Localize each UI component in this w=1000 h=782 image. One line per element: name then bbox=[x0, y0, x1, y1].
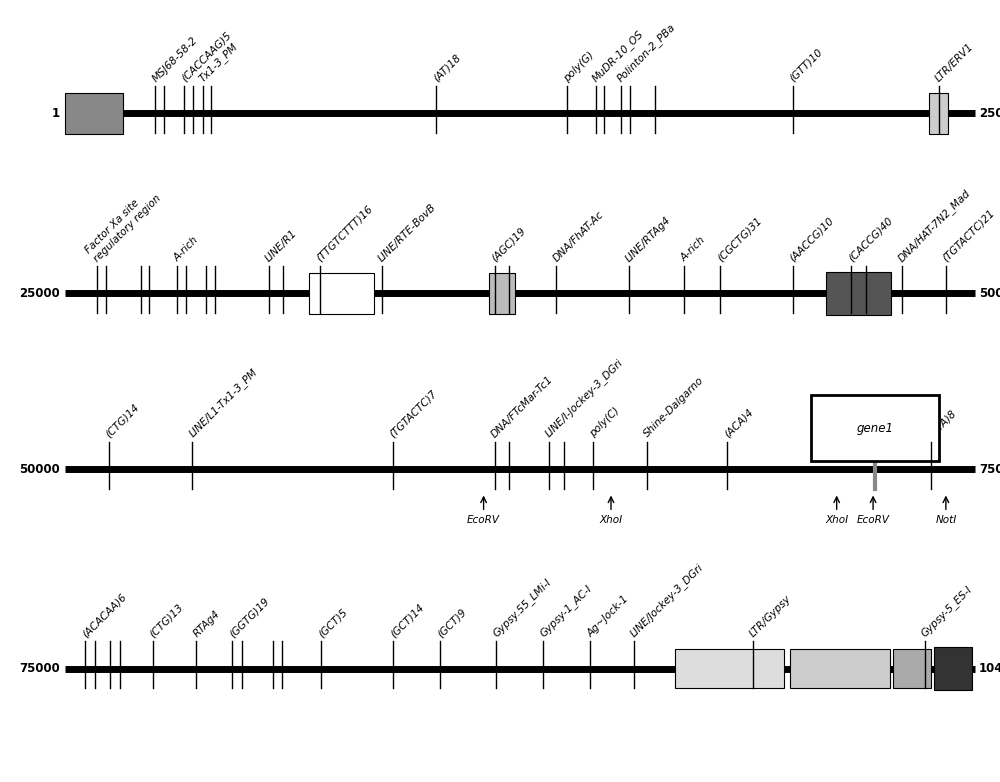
Text: Gypsy-1_AC-I: Gypsy-1_AC-I bbox=[538, 583, 594, 639]
Text: 75000: 75000 bbox=[979, 463, 1000, 475]
Text: (CACCAAG)5: (CACCAAG)5 bbox=[179, 30, 233, 84]
Text: 50000: 50000 bbox=[19, 463, 60, 475]
Text: 50000: 50000 bbox=[979, 287, 1000, 300]
Bar bbox=[489, 273, 515, 314]
Text: A-rich: A-rich bbox=[679, 235, 707, 264]
Text: (GCT)5: (GCT)5 bbox=[316, 606, 349, 639]
Text: XhoI: XhoI bbox=[825, 515, 848, 525]
Text: EcoRV: EcoRV bbox=[467, 515, 500, 525]
Text: (CGCTG)31: (CGCTG)31 bbox=[715, 215, 763, 264]
Text: (TGTACTC)7: (TGTACTC)7 bbox=[388, 389, 439, 439]
Text: (ACA)4: (ACA)4 bbox=[722, 407, 755, 439]
Text: Ag~Jock-1: Ag~Jock-1 bbox=[585, 594, 630, 639]
Bar bbox=[929, 93, 948, 134]
Text: MSJ68-58-2: MSJ68-58-2 bbox=[150, 34, 199, 84]
Text: (GCT)14: (GCT)14 bbox=[388, 601, 426, 639]
Text: LTR/ERV1: LTR/ERV1 bbox=[934, 41, 976, 84]
Bar bbox=[934, 647, 972, 691]
Bar bbox=[790, 649, 890, 688]
Text: DNA/FhAT-Ac: DNA/FhAT-Ac bbox=[551, 209, 606, 264]
Text: (GTT)10: (GTT)10 bbox=[788, 47, 825, 84]
Text: 1: 1 bbox=[52, 107, 60, 120]
Text: LINE/RTAg4: LINE/RTAg4 bbox=[624, 214, 673, 264]
Text: Tx1-3_PM: Tx1-3_PM bbox=[197, 41, 240, 84]
Text: EcoRV: EcoRV bbox=[857, 515, 890, 525]
Text: (CTG)14: (CTG)14 bbox=[104, 402, 141, 439]
Text: MuDR-10_OS: MuDR-10_OS bbox=[590, 28, 646, 84]
Text: (CTG)13: (CTG)13 bbox=[147, 601, 185, 639]
Text: poly(G): poly(G) bbox=[562, 50, 596, 84]
Text: LTR/Gypsy: LTR/Gypsy bbox=[748, 594, 793, 639]
Text: (TGTACTC)21: (TGTACTC)21 bbox=[941, 208, 997, 264]
Bar bbox=[675, 649, 784, 688]
Text: (CTA)8: (CTA)8 bbox=[926, 408, 958, 439]
Text: LINE/Jockey-3_DGri: LINE/Jockey-3_DGri bbox=[628, 561, 706, 639]
Text: (GGTG)19: (GGTG)19 bbox=[227, 595, 271, 639]
Text: (ACACAA)6: (ACACAA)6 bbox=[80, 591, 128, 639]
Text: (AGC)19: (AGC)19 bbox=[489, 226, 527, 264]
Text: 104111: 104111 bbox=[979, 662, 1000, 675]
Bar bbox=[811, 395, 939, 461]
Text: XhoI: XhoI bbox=[599, 515, 623, 525]
Text: RTAg4: RTAg4 bbox=[191, 608, 222, 639]
Text: 25000: 25000 bbox=[19, 287, 60, 300]
Text: Gypsy-5_ES-I: Gypsy-5_ES-I bbox=[919, 583, 974, 639]
Bar bbox=[893, 649, 931, 688]
Text: 25000: 25000 bbox=[979, 107, 1000, 120]
Text: LINE/R1: LINE/R1 bbox=[264, 228, 299, 264]
Text: (TTGTCTTT)16: (TTGTCTTT)16 bbox=[315, 203, 375, 264]
Text: DNA/FTcMar-Tc1: DNA/FTcMar-Tc1 bbox=[489, 374, 555, 439]
Bar bbox=[309, 273, 374, 314]
Bar bbox=[65, 93, 123, 134]
Text: 75000: 75000 bbox=[19, 662, 60, 675]
Text: (AT)18: (AT)18 bbox=[431, 52, 462, 84]
Text: LINE/RTE-BovB: LINE/RTE-BovB bbox=[377, 202, 438, 264]
Text: LINE/L1-Tx1-3_PM: LINE/L1-Tx1-3_PM bbox=[187, 367, 259, 439]
Text: gene1: gene1 bbox=[856, 421, 893, 435]
Text: Gypsy.55_LMi-I: Gypsy.55_LMi-I bbox=[491, 576, 553, 639]
Text: (AACCG)10: (AACCG)10 bbox=[788, 216, 836, 264]
Text: poly(C): poly(C) bbox=[588, 406, 621, 439]
Text: Factor Xa site
regulatory region: Factor Xa site regulatory region bbox=[84, 185, 163, 264]
Text: LINE/I-Jockey-3_DGri: LINE/I-Jockey-3_DGri bbox=[543, 357, 626, 439]
Text: Polinton-2_PBa: Polinton-2_PBa bbox=[615, 21, 678, 84]
Text: A-rich: A-rich bbox=[172, 235, 201, 264]
Text: Shine-Dalgarno: Shine-Dalgarno bbox=[642, 375, 706, 439]
Bar bbox=[826, 271, 891, 314]
Text: (GCT)9: (GCT)9 bbox=[435, 606, 468, 639]
Text: (CACCG)40: (CACCG)40 bbox=[846, 215, 894, 264]
Text: NotI: NotI bbox=[935, 515, 957, 525]
Text: DNA/HAT-7N2_Mad: DNA/HAT-7N2_Mad bbox=[896, 187, 973, 264]
